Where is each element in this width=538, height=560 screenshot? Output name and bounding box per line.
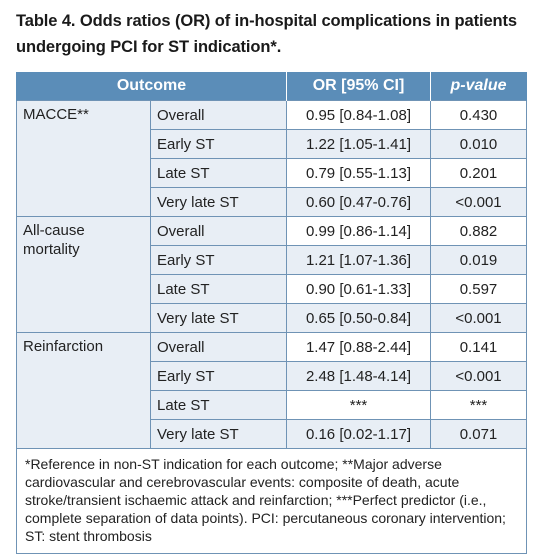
header-or: OR [95% CI] bbox=[286, 72, 431, 101]
or-cell: *** bbox=[286, 390, 431, 420]
pvalue-cell: 0.071 bbox=[430, 419, 527, 449]
pvalue-cell: <0.001 bbox=[430, 303, 527, 333]
footnote-row: *Reference in non-ST indication for each… bbox=[16, 448, 527, 554]
pvalue-cell: *** bbox=[430, 390, 527, 420]
subgroup-cell: Overall bbox=[150, 332, 287, 362]
subgroup-cell: Late ST bbox=[150, 158, 287, 188]
outcome-macce: MACCE** bbox=[16, 100, 151, 217]
table-row: Late ST *** *** bbox=[17, 390, 527, 420]
subgroup-cell: Very late ST bbox=[150, 187, 287, 217]
or-cell: 0.95 [0.84-1.08] bbox=[286, 100, 431, 130]
pvalue-cell: 0.201 bbox=[430, 158, 527, 188]
odds-ratio-table: Outcome OR [95% CI] p-value MACCE** Over… bbox=[16, 72, 527, 554]
table-row: Late ST 0.79 [0.55-1.13] 0.201 bbox=[17, 158, 527, 188]
table-row: Early ST 1.21 [1.07-1.36] 0.019 bbox=[17, 245, 527, 275]
subgroup-cell: Early ST bbox=[150, 129, 287, 159]
subgroup-cell: Overall bbox=[150, 100, 287, 130]
table-row: Late ST 0.90 [0.61-1.33] 0.597 bbox=[17, 274, 527, 304]
subgroup-cell: Early ST bbox=[150, 245, 287, 275]
table-footnote: *Reference in non-ST indication for each… bbox=[16, 448, 527, 554]
outcome-all-cause-mortality: All-cause mortality bbox=[16, 216, 151, 333]
or-cell: 1.21 [1.07-1.36] bbox=[286, 245, 431, 275]
pvalue-cell: <0.001 bbox=[430, 187, 527, 217]
or-cell: 0.65 [0.50-0.84] bbox=[286, 303, 431, 333]
subgroup-cell: Very late ST bbox=[150, 419, 287, 449]
subgroup-cell: Overall bbox=[150, 216, 287, 246]
table-title: Table 4. Odds ratios (OR) of in-hospital… bbox=[16, 12, 517, 56]
table-row: Very late ST 0.60 [0.47-0.76] <0.001 bbox=[17, 187, 527, 217]
or-cell: 0.99 [0.86-1.14] bbox=[286, 216, 431, 246]
header-row: Outcome OR [95% CI] p-value bbox=[16, 72, 527, 101]
pvalue-cell: <0.001 bbox=[430, 361, 527, 391]
or-cell: 2.48 [1.48-4.14] bbox=[286, 361, 431, 391]
pvalue-cell: 0.141 bbox=[430, 332, 527, 362]
subgroup-cell: Late ST bbox=[150, 274, 287, 304]
outcome-reinfarction: Reinfarction bbox=[16, 332, 151, 449]
or-cell: 1.47 [0.88-2.44] bbox=[286, 332, 431, 362]
table-row: Reinfarction Overall 1.47 [0.88-2.44] 0.… bbox=[16, 332, 527, 449]
table-row: All-cause mortality Overall 0.99 [0.86-1… bbox=[16, 216, 527, 333]
table-row: MACCE** Overall 0.95 [0.84-1.08] 0.430 bbox=[16, 100, 527, 217]
subgroup-cell: Early ST bbox=[150, 361, 287, 391]
pvalue-cell: 0.430 bbox=[430, 100, 527, 130]
subgroup-cell: Late ST bbox=[150, 390, 287, 420]
or-cell: 0.90 [0.61-1.33] bbox=[286, 274, 431, 304]
pvalue-cell: 0.019 bbox=[430, 245, 527, 275]
header-pvalue-label: p-value bbox=[450, 77, 507, 94]
or-cell: 1.22 [1.05-1.41] bbox=[286, 129, 431, 159]
pvalue-cell: 0.010 bbox=[430, 129, 527, 159]
subgroup-cell: Very late ST bbox=[150, 303, 287, 333]
pvalue-cell: 0.882 bbox=[430, 216, 527, 246]
header-pvalue: p-value bbox=[430, 72, 527, 101]
or-cell: 0.16 [0.02-1.17] bbox=[286, 419, 431, 449]
or-cell: 0.60 [0.47-0.76] bbox=[286, 187, 431, 217]
header-outcome: Outcome bbox=[16, 72, 287, 101]
table-row: Very late ST 0.16 [0.02-1.17] 0.071 bbox=[17, 419, 527, 449]
pvalue-cell: 0.597 bbox=[430, 274, 527, 304]
table-row: Early ST 1.22 [1.05-1.41] 0.010 bbox=[17, 129, 527, 159]
table-row: Early ST 2.48 [1.48-4.14] <0.001 bbox=[17, 361, 527, 391]
or-cell: 0.79 [0.55-1.13] bbox=[286, 158, 431, 188]
